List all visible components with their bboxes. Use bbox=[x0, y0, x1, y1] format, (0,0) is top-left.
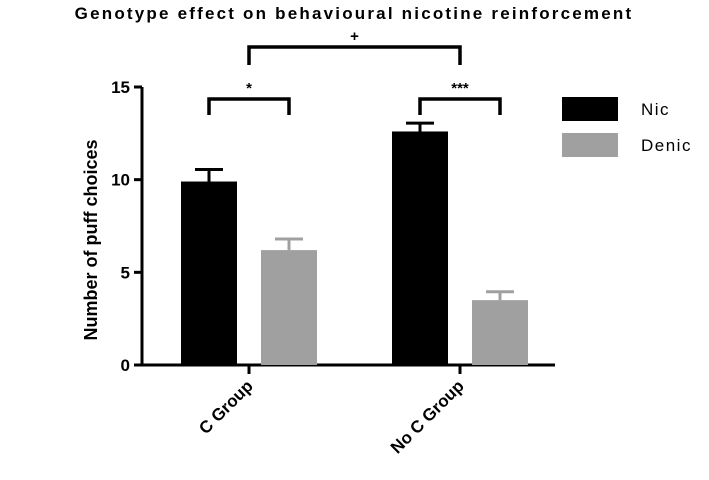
significance-bracket bbox=[418, 97, 502, 115]
significance-brackets: * ***+ bbox=[207, 28, 502, 115]
significance-bracket bbox=[247, 45, 462, 65]
bar-nic bbox=[392, 131, 448, 365]
legend-label: Nic bbox=[641, 100, 670, 119]
y-tick-label: 5 bbox=[121, 263, 130, 282]
legend-label: Denic bbox=[641, 136, 692, 155]
legend-swatch-nic bbox=[562, 97, 618, 121]
chart-title: Genotype effect on behavioural nicotine … bbox=[75, 4, 634, 23]
y-tick-label: 10 bbox=[111, 171, 130, 190]
y-tick-label: 0 bbox=[121, 356, 130, 375]
x-tick-label: C Group bbox=[195, 376, 257, 438]
bar-denic bbox=[472, 300, 528, 365]
axes: 0 5 10 15 C Group No C Group bbox=[111, 78, 555, 457]
legend-swatch-denic bbox=[562, 133, 618, 157]
y-tick-label: 15 bbox=[111, 78, 130, 97]
significance-label: + bbox=[350, 28, 359, 45]
legend: Nic Denic bbox=[562, 97, 692, 157]
significance-label: *** bbox=[451, 80, 469, 97]
x-tick-label: No C Group bbox=[387, 376, 468, 457]
y-axis-label: Number of puff choices bbox=[81, 139, 101, 340]
bar-nic bbox=[181, 181, 237, 365]
significance-label: * bbox=[246, 80, 252, 97]
bars bbox=[181, 121, 528, 365]
bar-denic bbox=[261, 250, 317, 365]
significance-bracket bbox=[207, 97, 291, 115]
